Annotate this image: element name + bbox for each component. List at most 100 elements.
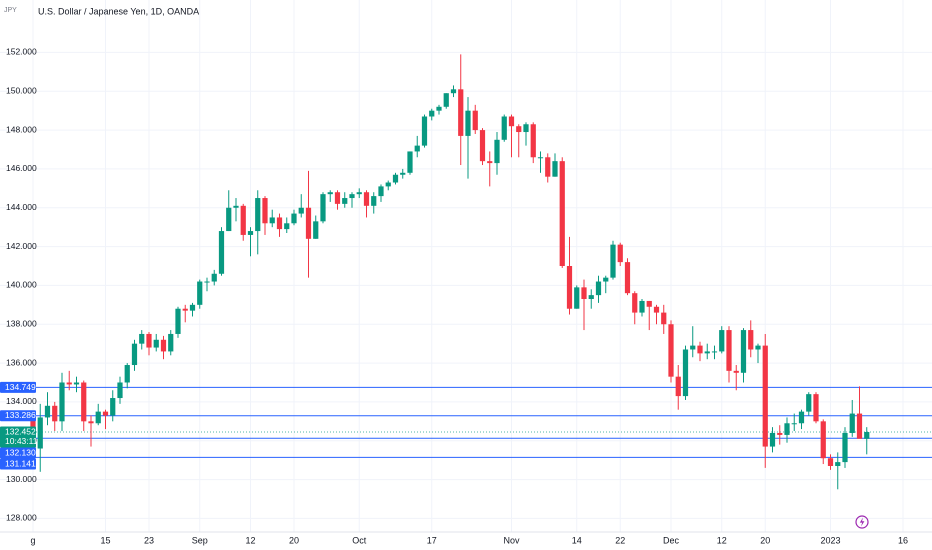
- candle-body: [465, 110, 471, 136]
- candle-body: [66, 382, 72, 385]
- y-tick-label: 146.000: [6, 163, 37, 173]
- y-tick-label: 134.000: [6, 396, 37, 406]
- icon-bolt[interactable]: [859, 517, 865, 527]
- candle-body: [385, 182, 391, 187]
- candle-body: [429, 110, 435, 117]
- candle-body: [769, 432, 776, 447]
- candle-body: [798, 411, 805, 424]
- candle-body: [610, 244, 616, 278]
- candle-body: [197, 281, 203, 305]
- candle-body: [617, 244, 623, 263]
- candle-body: [835, 462, 841, 466]
- y-tick-label: 150.000: [6, 86, 37, 96]
- candle-body: [233, 205, 239, 208]
- candle-body: [131, 343, 138, 366]
- candle-body: [516, 126, 522, 133]
- y-tick-label: 152.000: [6, 47, 37, 57]
- candle-body: [363, 192, 370, 206]
- candle-body: [740, 330, 747, 373]
- candle-body: [81, 382, 87, 422]
- candle-body: [537, 157, 544, 159]
- candle-body: [284, 223, 290, 230]
- candle-body: [726, 330, 732, 371]
- candle-body: [653, 306, 660, 313]
- candle-body: [450, 89, 457, 94]
- candle-body: [247, 231, 254, 235]
- y-tick-label: 144.000: [6, 202, 37, 212]
- level-label: 131.141: [5, 458, 36, 468]
- candle-body: [508, 116, 515, 127]
- candle-body: [733, 370, 739, 373]
- icon-ring[interactable]: [855, 515, 869, 529]
- candle-body: [777, 432, 783, 435]
- candle-body: [371, 196, 377, 206]
- level-tag: [0, 410, 36, 422]
- candle-body: [661, 312, 667, 325]
- candle-body: [675, 376, 681, 397]
- candle-body: [646, 300, 652, 307]
- candle-body: [88, 421, 94, 424]
- candle-body: [682, 349, 689, 397]
- axes: g 15 23 Sep 12 20 Oct 17 Nov 14 22 Dec 12 20 2023 16 128…: [0, 47, 932, 545]
- candle-body: [276, 217, 283, 230]
- candle-body: [102, 411, 109, 416]
- candle-body: [487, 161, 493, 164]
- candle-body: [327, 192, 333, 195]
- candle-body: [559, 161, 565, 266]
- candle-body: [400, 172, 406, 175]
- level-label: 132.130: [5, 447, 36, 457]
- candle-body: [320, 194, 326, 222]
- candle-body: [168, 333, 174, 352]
- candle-body: [218, 231, 225, 274]
- x-tick-label: 17: [427, 535, 437, 545]
- candle-body: [349, 194, 355, 199]
- candle-body: [37, 417, 43, 449]
- candle-body: [255, 198, 261, 232]
- candle-body: [545, 157, 551, 177]
- candle-body: [117, 382, 123, 399]
- candle-body: [748, 330, 754, 350]
- candle-body: [204, 281, 210, 283]
- x-tick-label: Nov: [503, 535, 520, 545]
- candle-body: [581, 287, 587, 300]
- y-tick-label: 148.000: [6, 124, 37, 134]
- x-tick-label: 14: [572, 535, 582, 545]
- lightning-icon[interactable]: [855, 515, 869, 529]
- candle-body: [334, 192, 341, 204]
- candle-body: [313, 221, 319, 239]
- candle-body: [711, 351, 718, 353]
- x-tick-label: Sep: [192, 535, 208, 545]
- x-tick-label: 16: [898, 535, 908, 545]
- x-tick-label: 12: [717, 535, 727, 545]
- candle-body: [813, 394, 819, 422]
- candle-body: [595, 281, 602, 296]
- level-tag: [0, 447, 36, 459]
- candle-body: [639, 300, 645, 313]
- symbol: JPY: [4, 7, 17, 14]
- x-tick-label: Oct: [352, 535, 367, 545]
- candle-body: [124, 365, 130, 383]
- candle-body: [501, 116, 507, 140]
- candle-body: [356, 192, 362, 195]
- candle-body: [856, 413, 863, 439]
- candle-body: [472, 110, 478, 131]
- x-tick-label: 20: [760, 535, 770, 545]
- candle-body: [704, 351, 710, 354]
- candle-body: [160, 339, 167, 352]
- candle-body: [44, 405, 51, 418]
- candle-body: [552, 161, 558, 177]
- candle-body: [110, 398, 116, 416]
- y-tick-label: 128.000: [6, 513, 37, 523]
- x-tick-label: g: [30, 535, 35, 545]
- candle-body: [262, 198, 268, 224]
- candle-body: [240, 205, 246, 235]
- candle-body: [806, 394, 812, 412]
- levels: [0, 386, 932, 458]
- candle-body: [211, 273, 217, 282]
- candle-body: [414, 145, 420, 152]
- candle-body: [842, 432, 848, 463]
- candle-body: [421, 116, 428, 146]
- candle-body: [378, 186, 384, 197]
- candle-body: [588, 295, 594, 300]
- candle-body: [762, 345, 768, 447]
